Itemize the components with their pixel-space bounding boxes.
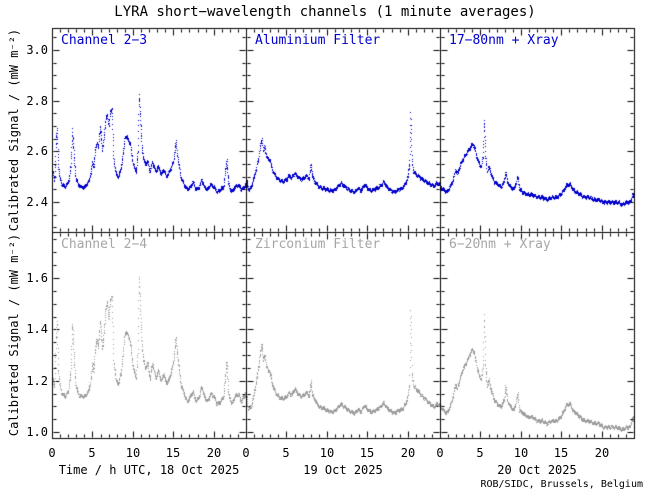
x-tick-label: 20 <box>594 446 610 460</box>
y-tick-label: 1.4 <box>26 322 48 336</box>
panel-label-aluminium-filter: Aluminium Filter <box>255 33 381 48</box>
panel-label-6-20nm-xray: 6−20nm + Xray <box>449 237 551 252</box>
x-tick-label: 5 <box>282 446 290 460</box>
y-tick-label: 2.6 <box>26 144 48 158</box>
y-tick-label: 2.4 <box>26 195 48 209</box>
x-axis-label-day1: Time / h UTC, 18 Oct 2025 <box>58 463 240 477</box>
x-axis-label-day3: 20 Oct 2025 <box>497 463 577 477</box>
x-tick-label: 15 <box>553 446 569 460</box>
x-tick-label: 10 <box>319 446 335 460</box>
y-tick-label: 2.8 <box>26 94 48 108</box>
y-tick-label: 1.2 <box>26 374 48 388</box>
panel-label-17-80nm-xray: 17−80nm + Xray <box>449 33 559 48</box>
x-tick-label: 15 <box>359 446 375 460</box>
chart-title: LYRA short−wavelength channels (1 minute… <box>114 4 536 20</box>
x-tick-label: 5 <box>88 446 96 460</box>
y-tick-label: 1.0 <box>26 425 48 439</box>
y-tick-label: 3.0 <box>26 43 48 57</box>
x-tick-label: 10 <box>513 446 529 460</box>
x-tick-label: 0 <box>242 446 250 460</box>
x-tick-label: 5 <box>476 446 484 460</box>
x-tick-label: 0 <box>48 446 56 460</box>
x-tick-label: 20 <box>206 446 222 460</box>
credit-text: ROB/SIDC, Brussels, Belgium <box>480 479 643 490</box>
x-tick-label: 15 <box>165 446 181 460</box>
panel-label-channel-2-3: Channel 2−3 <box>61 33 148 48</box>
panel-label-channel-2-4: Channel 2−4 <box>61 237 148 252</box>
x-tick-label: 0 <box>436 446 444 460</box>
panel-label-zirconium-filter: Zirconium Filter <box>255 237 381 252</box>
y-tick-label: 1.6 <box>26 271 48 285</box>
x-tick-label: 10 <box>125 446 141 460</box>
x-axis-label-day2: 19 Oct 2025 <box>303 463 383 477</box>
x-tick-label: 20 <box>400 446 416 460</box>
